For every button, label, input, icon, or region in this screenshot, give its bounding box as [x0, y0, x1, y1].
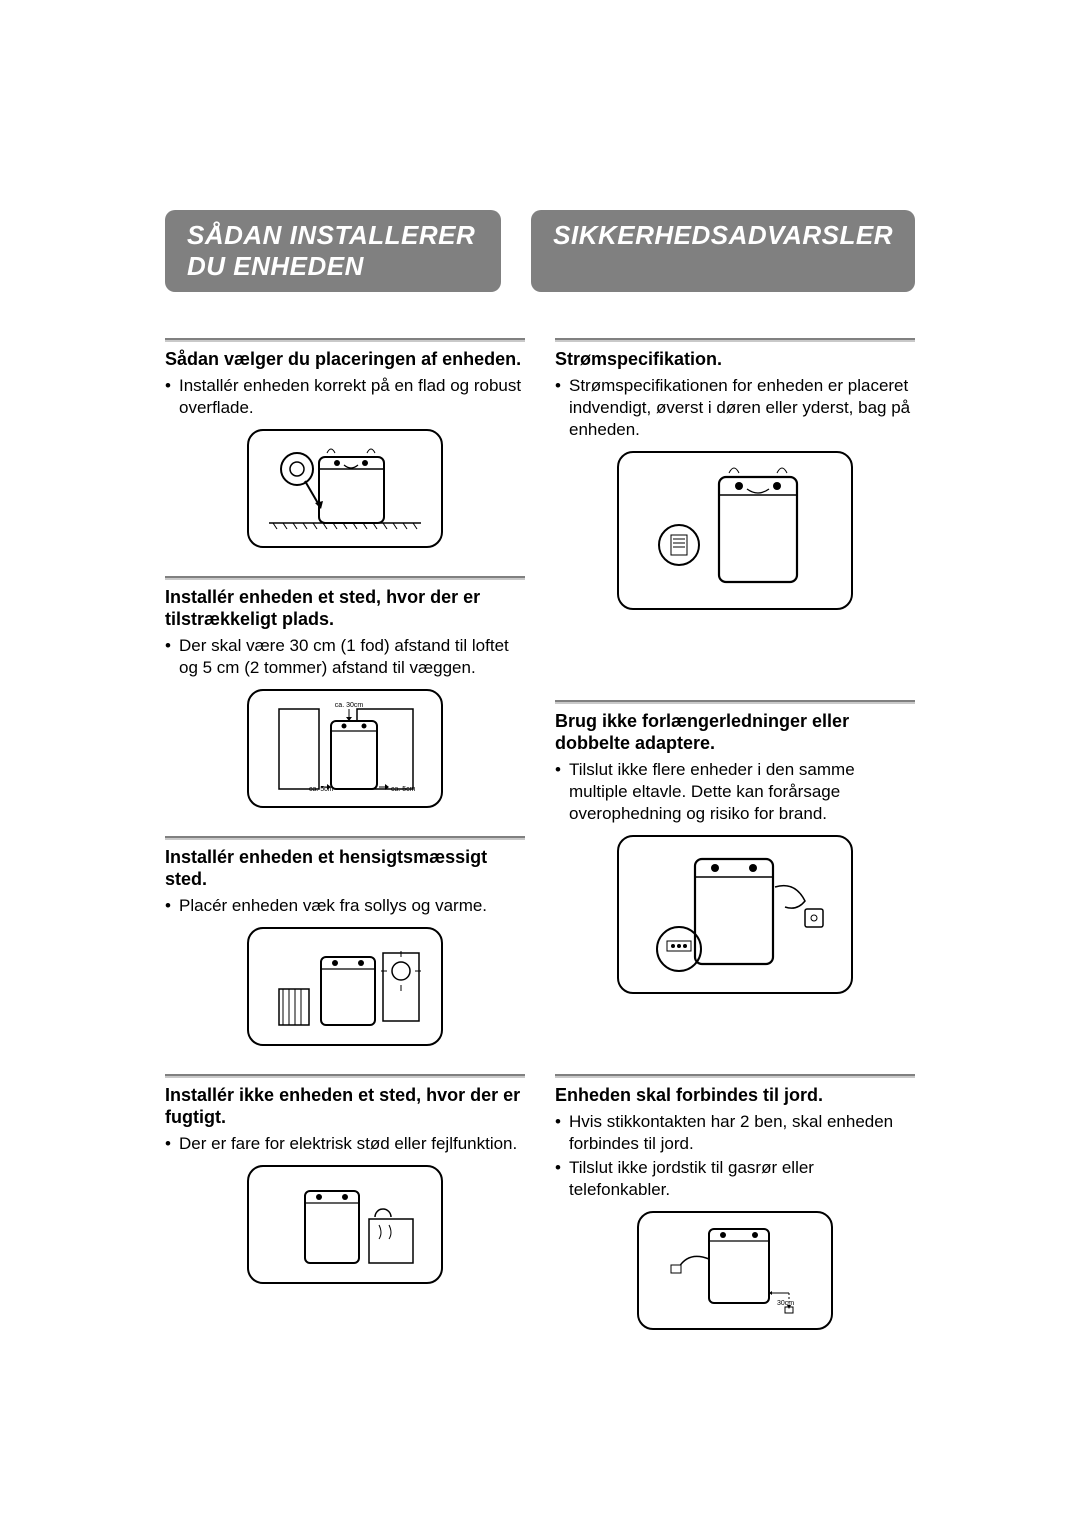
section-placement: Sådan vælger du placeringen af enheden. … [165, 338, 525, 548]
figure-box [617, 835, 853, 994]
figure [165, 1165, 525, 1284]
bullet-dot: • [165, 1133, 179, 1155]
grounding-illustration-icon: 30cm [639, 1213, 831, 1323]
section-title: Installér enheden et hensigtsmæssigt ste… [165, 846, 525, 891]
figure-box: ca. 30cm ca. 5cm ca. 5cm [247, 689, 443, 808]
figure-box [617, 451, 853, 610]
bullet-dot: • [165, 635, 179, 679]
bullet-text: Installér enheden korrekt på en flad og … [179, 375, 525, 419]
section-rule [555, 1074, 915, 1078]
bullet-dot: • [555, 759, 569, 825]
bullet-text: Der er fare for elektrisk stød eller fej… [179, 1133, 525, 1155]
placement-illustration-icon [249, 431, 441, 541]
figure: ca. 30cm ca. 5cm ca. 5cm [165, 689, 525, 808]
section-title: Installér ikke enheden et sted, hvor der… [165, 1084, 525, 1129]
figure-box [247, 927, 443, 1046]
header-tabs: SÅDAN INSTALLERER DU ENHEDEN SIKKERHEDSA… [165, 210, 915, 292]
bullet-text: Der skal være 30 cm (1 fod) afstand til … [179, 635, 525, 679]
bullet: •Der er fare for elektrisk stød eller fe… [165, 1133, 525, 1155]
moisture-illustration-icon [249, 1167, 441, 1277]
bullet: •Tilslut ikke flere enheder i den samme … [555, 759, 915, 825]
section-rule [555, 338, 915, 342]
bullet: •Installér enheden korrekt på en flad og… [165, 375, 525, 419]
bullet-dot: • [555, 1157, 569, 1201]
bullet: •Placér enheden væk fra sollys og varme. [165, 895, 525, 917]
section-title: Installér enheden et sted, hvor der er t… [165, 586, 525, 631]
bullet-dot: • [165, 895, 179, 917]
bullet-dot: • [555, 375, 569, 441]
section-rule [165, 836, 525, 840]
section-title: Brug ikke forlængerledninger eller dobbe… [555, 710, 915, 755]
space-illustration-icon: ca. 30cm ca. 5cm ca. 5cm [249, 691, 441, 801]
bullet-dot: • [165, 375, 179, 419]
bullet: •Der skal være 30 cm (1 fod) afstand til… [165, 635, 525, 679]
bullet-text: Tilslut ikke flere enheder i den samme m… [569, 759, 915, 825]
figure-box [247, 429, 443, 548]
heat-sun-illustration-icon [249, 929, 441, 1039]
figure-box [247, 1165, 443, 1284]
section-title: Sådan vælger du placeringen af enheden. [165, 348, 525, 371]
bullet: •Tilslut ikke jordstik til gasrør eller … [555, 1157, 915, 1201]
power-spec-illustration-icon [619, 453, 851, 603]
header-safety: SIKKERHEDSADVARSLER [531, 210, 915, 292]
figure-box: 30cm [637, 1211, 833, 1330]
figure [165, 429, 525, 548]
bullet-dot: • [555, 1111, 569, 1155]
section-title: Strømspecifikation. [555, 348, 915, 371]
section-grounding: Enheden skal forbindes til jord. •Hvis s… [555, 1074, 915, 1330]
section-power-spec: Strømspecifikation. •Strømspecifikatione… [555, 338, 915, 610]
section-rule [555, 700, 915, 704]
figure [555, 451, 915, 610]
bullet-text: Placér enheden væk fra sollys og varme. [179, 895, 525, 917]
bullet: •Hvis stikkontakten har 2 ben, skal enhe… [555, 1111, 915, 1155]
section-no-extension: Brug ikke forlængerledninger eller dobbe… [555, 700, 915, 994]
header-install: SÅDAN INSTALLERER DU ENHEDEN [165, 210, 501, 292]
fig-label-top: ca. 30cm [335, 702, 364, 709]
content-columns: Sådan vælger du placeringen af enheden. … [165, 338, 915, 1358]
bullet: •Strømspecifikationen for enheden er pla… [555, 375, 915, 441]
section-rule [165, 338, 525, 342]
bullet-text: Strømspecifikationen for enheden er plac… [569, 375, 915, 441]
section-suitable-place: Installér enheden et hensigtsmæssigt ste… [165, 836, 525, 1046]
section-space: Installér enheden et sted, hvor der er t… [165, 576, 525, 808]
section-rule [165, 1074, 525, 1078]
figure: 30cm [555, 1211, 915, 1330]
bullet-text: Tilslut ikke jordstik til gasrør eller t… [569, 1157, 915, 1201]
section-no-moisture: Installér ikke enheden et sted, hvor der… [165, 1074, 525, 1284]
section-rule [165, 576, 525, 580]
figure [555, 835, 915, 994]
left-column: Sådan vælger du placeringen af enheden. … [165, 338, 525, 1358]
bullet-text: Hvis stikkontakten har 2 ben, skal enhed… [569, 1111, 915, 1155]
fig-label-right: ca. 5cm [391, 786, 416, 793]
extension-illustration-icon [619, 837, 851, 987]
right-column: Strømspecifikation. •Strømspecifikatione… [555, 338, 915, 1358]
fig-label: 30cm [777, 1300, 794, 1307]
section-title: Enheden skal forbindes til jord. [555, 1084, 915, 1107]
figure [165, 927, 525, 1046]
manual-page: SÅDAN INSTALLERER DU ENHEDEN SIKKERHEDSA… [0, 0, 1080, 1528]
